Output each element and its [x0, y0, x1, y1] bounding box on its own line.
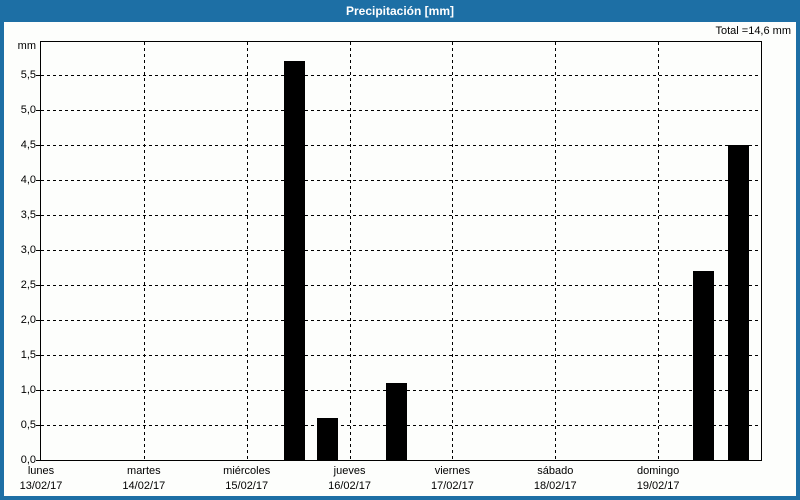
horizontal-gridline [41, 250, 761, 251]
y-tick-label: 4,0 [20, 174, 36, 186]
vertical-gridline [658, 42, 659, 460]
vertical-gridline [144, 42, 145, 460]
x-date-label: 17/02/17 [431, 480, 474, 492]
y-tick-label: 4,5 [20, 139, 36, 151]
y-tick-mark [36, 425, 40, 426]
x-day-label: martes [127, 465, 161, 477]
precipitation-bar [284, 61, 305, 460]
horizontal-gridline [41, 145, 761, 146]
y-tick-mark [36, 75, 40, 76]
window-border-left [0, 22, 4, 500]
x-day-label: sábado [537, 465, 574, 477]
y-tick-label: 5,0 [20, 104, 36, 116]
precipitation-bar [728, 145, 749, 460]
y-tick-mark [36, 390, 40, 391]
y-tick-mark [36, 250, 40, 251]
vertical-gridline [555, 42, 556, 460]
y-tick-mark [36, 110, 40, 111]
horizontal-gridline [41, 110, 761, 111]
horizontal-gridline [41, 215, 761, 216]
horizontal-gridline [41, 75, 761, 76]
x-date-label: 18/02/17 [533, 480, 577, 492]
y-tick-mark [36, 285, 40, 286]
y-tick-label: 1,0 [20, 384, 36, 396]
x-date-label: 15/02/17 [225, 480, 269, 492]
y-tick-mark [36, 355, 40, 356]
horizontal-gridline [41, 180, 761, 181]
horizontal-gridline [41, 320, 761, 321]
x-day-label: domingo [637, 465, 680, 477]
y-tick-label: 5,5 [20, 69, 36, 81]
y-tick-label: 0,5 [20, 419, 36, 431]
horizontal-gridline [41, 355, 761, 356]
y-tick-mark [36, 145, 40, 146]
y-axis-unit-label: mm [17, 40, 36, 52]
title-bar: Precipitación [mm] [0, 0, 800, 22]
vertical-gridline [350, 42, 351, 460]
total-label: Total =14,6 mm [715, 25, 791, 37]
x-date-label: 13/02/17 [19, 480, 63, 492]
y-tick-label: 3,5 [20, 209, 36, 221]
y-tick-label: 0,0 [20, 454, 36, 466]
horizontal-gridline [41, 285, 761, 286]
y-tick-mark [36, 215, 40, 216]
window-border-right [796, 22, 800, 500]
y-tick-label: 2,5 [20, 279, 36, 291]
x-date-label: 14/02/17 [122, 480, 166, 492]
x-day-label: viernes [434, 465, 471, 477]
precipitation-bar [386, 383, 407, 460]
x-day-label: jueves [333, 465, 366, 477]
page-title: Precipitación [mm] [345, 4, 455, 18]
y-tick-mark [36, 460, 40, 461]
vertical-gridline [452, 42, 453, 460]
window-border-bottom [0, 496, 800, 500]
y-tick-mark [36, 180, 40, 181]
plot-area [40, 41, 762, 461]
y-tick-label: 3,0 [20, 244, 36, 256]
x-day-label: miércoles [223, 465, 271, 477]
precipitation-bar [693, 271, 714, 460]
vertical-gridline [247, 42, 248, 460]
x-date-label: 19/02/17 [636, 480, 680, 492]
y-tick-mark [36, 320, 40, 321]
x-day-label: lunes [27, 465, 55, 477]
precipitation-bar [317, 418, 338, 460]
y-tick-label: 2,0 [20, 314, 36, 326]
y-tick-label: 1,5 [20, 349, 36, 361]
x-date-label: 16/02/17 [328, 480, 371, 492]
